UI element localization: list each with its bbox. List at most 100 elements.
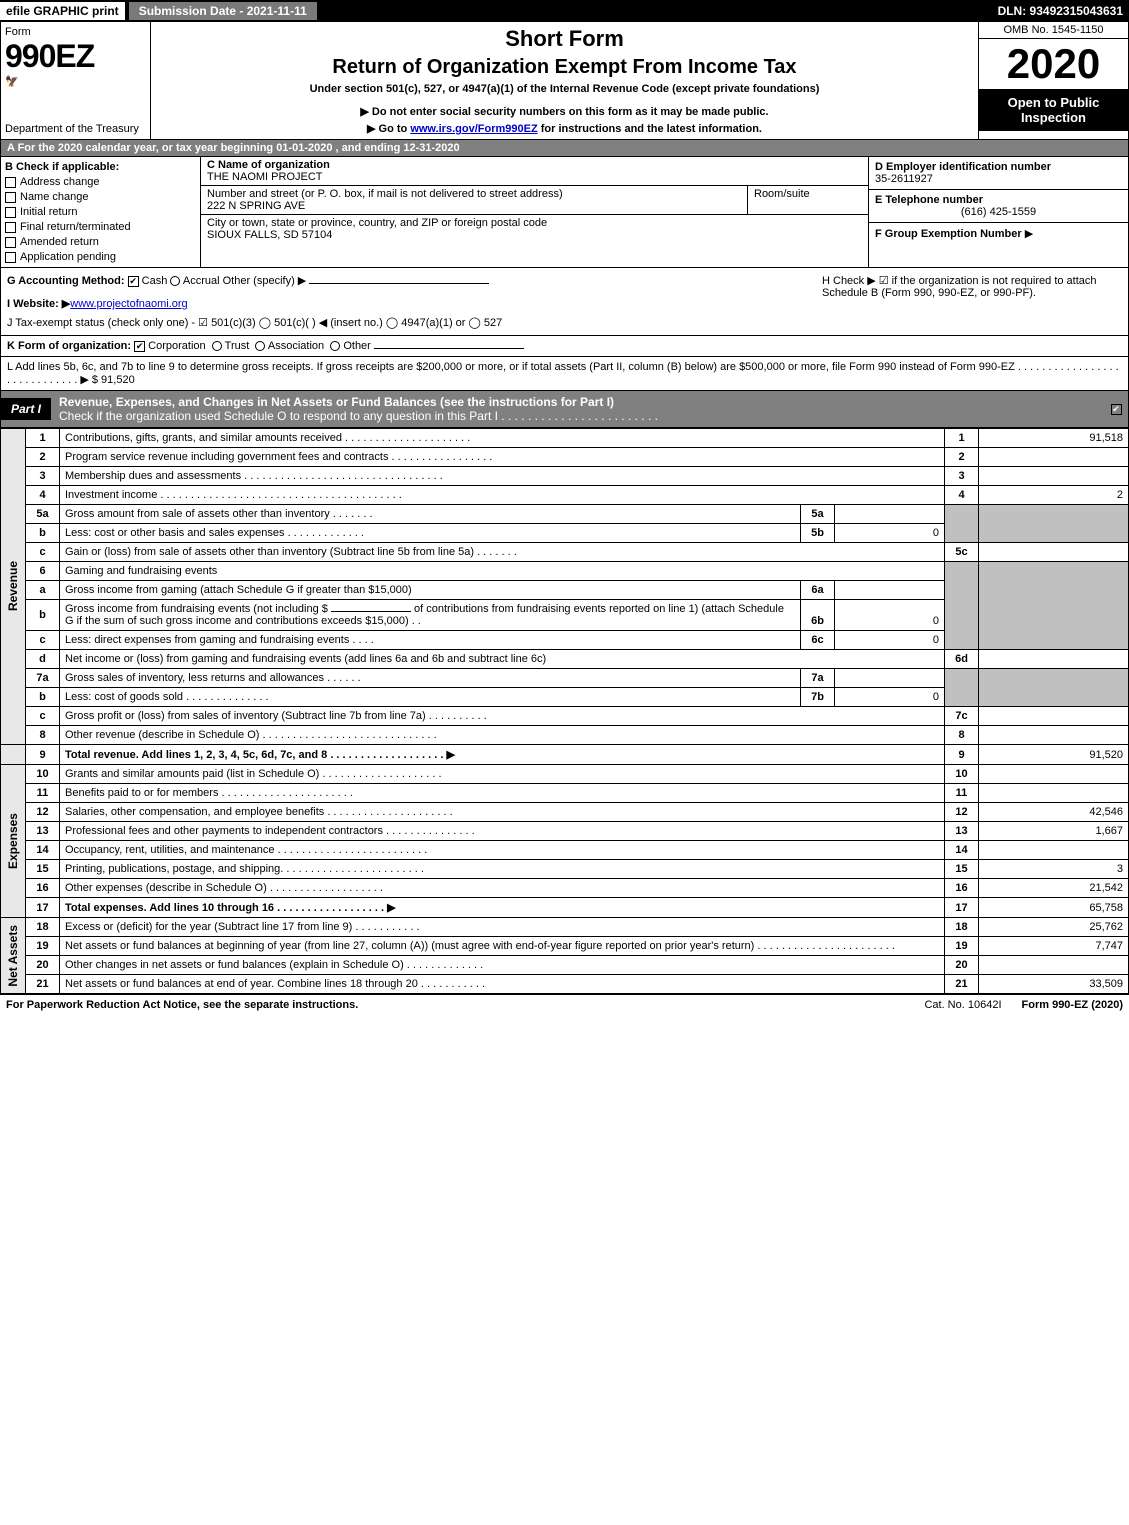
room-suite-cell: Room/suite xyxy=(748,186,868,214)
address-value: 222 N SPRING AVE xyxy=(207,200,305,212)
line-num: 8 xyxy=(26,726,60,745)
line-ref: 16 xyxy=(945,879,979,898)
sub-val: 0 xyxy=(835,524,945,543)
corp-label: Corporation xyxy=(148,340,205,352)
chk-other-org[interactable] xyxy=(330,341,340,351)
form-title-2: Return of Organization Exempt From Incom… xyxy=(159,56,970,79)
line-desc: Other changes in net assets or fund bala… xyxy=(60,956,945,975)
other-org-input[interactable] xyxy=(374,348,524,349)
line-5a: 5a Gross amount from sale of assets othe… xyxy=(1,505,1129,524)
assoc-label: Association xyxy=(268,340,324,352)
line-num: 13 xyxy=(26,822,60,841)
line-16: 16 Other expenses (describe in Schedule … xyxy=(1,879,1129,898)
line-15: 15 Printing, publications, postage, and … xyxy=(1,860,1129,879)
netassets-side-label: Net Assets xyxy=(1,918,26,994)
sub-ref: 6a xyxy=(801,581,835,600)
website-row: I Website: ▶www.projectofnaomi.org xyxy=(7,297,802,310)
line-ref: 9 xyxy=(945,745,979,765)
part-1-checkbox[interactable] xyxy=(1104,403,1128,415)
grp-label: F Group Exemption Number xyxy=(875,228,1022,240)
line-20: 20 Other changes in net assets or fund b… xyxy=(1,956,1129,975)
line-ref: 7c xyxy=(945,707,979,726)
ssn-warning: ▶ Do not enter social security numbers o… xyxy=(159,105,970,118)
line-ref: 18 xyxy=(945,918,979,937)
revenue-text: Revenue xyxy=(6,561,20,611)
line-3: 3 Membership dues and assessments . . . … xyxy=(1,467,1129,486)
total-exp-label: Total expenses. Add lines 10 through 16 … xyxy=(65,902,396,914)
line-desc: Gain or (loss) from sale of assets other… xyxy=(60,543,945,562)
chk-amended-return[interactable]: Amended return xyxy=(5,236,196,248)
g-label: G Accounting Method: xyxy=(7,275,125,287)
header-mid: Short Form Return of Organization Exempt… xyxy=(151,22,978,139)
line-ref: 14 xyxy=(945,841,979,860)
line-num: b xyxy=(26,600,60,631)
line-val: 7,747 xyxy=(979,937,1129,956)
open-inspection: Open to Public Inspection xyxy=(979,89,1128,131)
sub-ref: 7b xyxy=(801,688,835,707)
chk-cash[interactable] xyxy=(128,276,139,287)
line-val xyxy=(979,956,1129,975)
accounting-method: G Accounting Method: Cash Accrual Other … xyxy=(7,274,802,329)
chk-trust[interactable] xyxy=(212,341,222,351)
line-desc: Program service revenue including govern… xyxy=(60,448,945,467)
omb-number: OMB No. 1545-1150 xyxy=(979,22,1128,39)
line-6d: d Net income or (loss) from gaming and f… xyxy=(1,650,1129,669)
chk-application-pending[interactable]: Application pending xyxy=(5,251,196,263)
line-val xyxy=(979,726,1129,745)
address-row: Number and street (or P. O. box, if mail… xyxy=(201,186,868,215)
chk-label: Address change xyxy=(20,176,100,188)
chk-address-change[interactable]: Address change xyxy=(5,176,196,188)
line-val: 3 xyxy=(979,860,1129,879)
line-num: 10 xyxy=(26,765,60,784)
line-val: 42,546 xyxy=(979,803,1129,822)
row-j-tax-exempt: J Tax-exempt status (check only one) - ☑… xyxy=(7,316,802,329)
checkbox-icon xyxy=(5,222,16,233)
form-header: Form 990EZ 🦅 Department of the Treasury … xyxy=(0,22,1129,140)
line-desc: Gross amount from sale of assets other t… xyxy=(60,505,801,524)
contrib-input[interactable] xyxy=(331,611,411,612)
sub-ref: 5b xyxy=(801,524,835,543)
group-exemption-row: F Group Exemption Number ▶ xyxy=(869,223,1128,267)
city-label: City or town, state or province, country… xyxy=(207,217,862,229)
line-num: 6 xyxy=(26,562,60,581)
line-7c: c Gross profit or (loss) from sales of i… xyxy=(1,707,1129,726)
form-word: Form xyxy=(5,26,146,38)
line-desc: Grants and similar amounts paid (list in… xyxy=(60,765,945,784)
line-val: 91,518 xyxy=(979,429,1129,448)
note2-pre: ▶ Go to xyxy=(367,123,410,135)
chk-corporation[interactable] xyxy=(134,341,145,352)
line-ref: 11 xyxy=(945,784,979,803)
tel-label: E Telephone number xyxy=(875,194,983,206)
chk-final-return[interactable]: Final return/terminated xyxy=(5,221,196,233)
trust-label: Trust xyxy=(225,340,250,352)
chk-accrual[interactable] xyxy=(170,276,180,286)
chk-name-change[interactable]: Name change xyxy=(5,191,196,203)
line-8: 8 Other revenue (describe in Schedule O)… xyxy=(1,726,1129,745)
line-num: 14 xyxy=(26,841,60,860)
other-specify-input[interactable] xyxy=(309,283,489,284)
shade-cell xyxy=(979,669,1129,707)
line-ref: 6d xyxy=(945,650,979,669)
address-label: Number and street (or P. O. box, if mail… xyxy=(207,188,741,200)
shade-cell xyxy=(945,562,979,650)
cat-no: Cat. No. 10642I xyxy=(904,999,1021,1011)
sub-ref: 6c xyxy=(801,631,835,650)
line-val xyxy=(979,841,1129,860)
dln-label: DLN: 93492315043631 xyxy=(998,4,1129,18)
irs-link[interactable]: www.irs.gov/Form990EZ xyxy=(410,123,537,135)
chk-association[interactable] xyxy=(255,341,265,351)
chk-initial-return[interactable]: Initial return xyxy=(5,206,196,218)
other-org-label: Other xyxy=(343,340,371,352)
line-num: 7a xyxy=(26,669,60,688)
line-val: 21,542 xyxy=(979,879,1129,898)
tel-row: E Telephone number (616) 425-1559 xyxy=(869,190,1128,223)
checkbox-icon xyxy=(1111,404,1122,415)
sub-val: 0 xyxy=(835,688,945,707)
chk-label: Amended return xyxy=(20,236,99,248)
expenses-side-label: Expenses xyxy=(1,765,26,918)
checkbox-icon xyxy=(5,237,16,248)
website-link[interactable]: www.projectofnaomi.org xyxy=(70,298,187,310)
header-right: OMB No. 1545-1150 2020 Open to Public In… xyxy=(978,22,1128,139)
line-desc: Contributions, gifts, grants, and simila… xyxy=(60,429,945,448)
line-num: c xyxy=(26,631,60,650)
